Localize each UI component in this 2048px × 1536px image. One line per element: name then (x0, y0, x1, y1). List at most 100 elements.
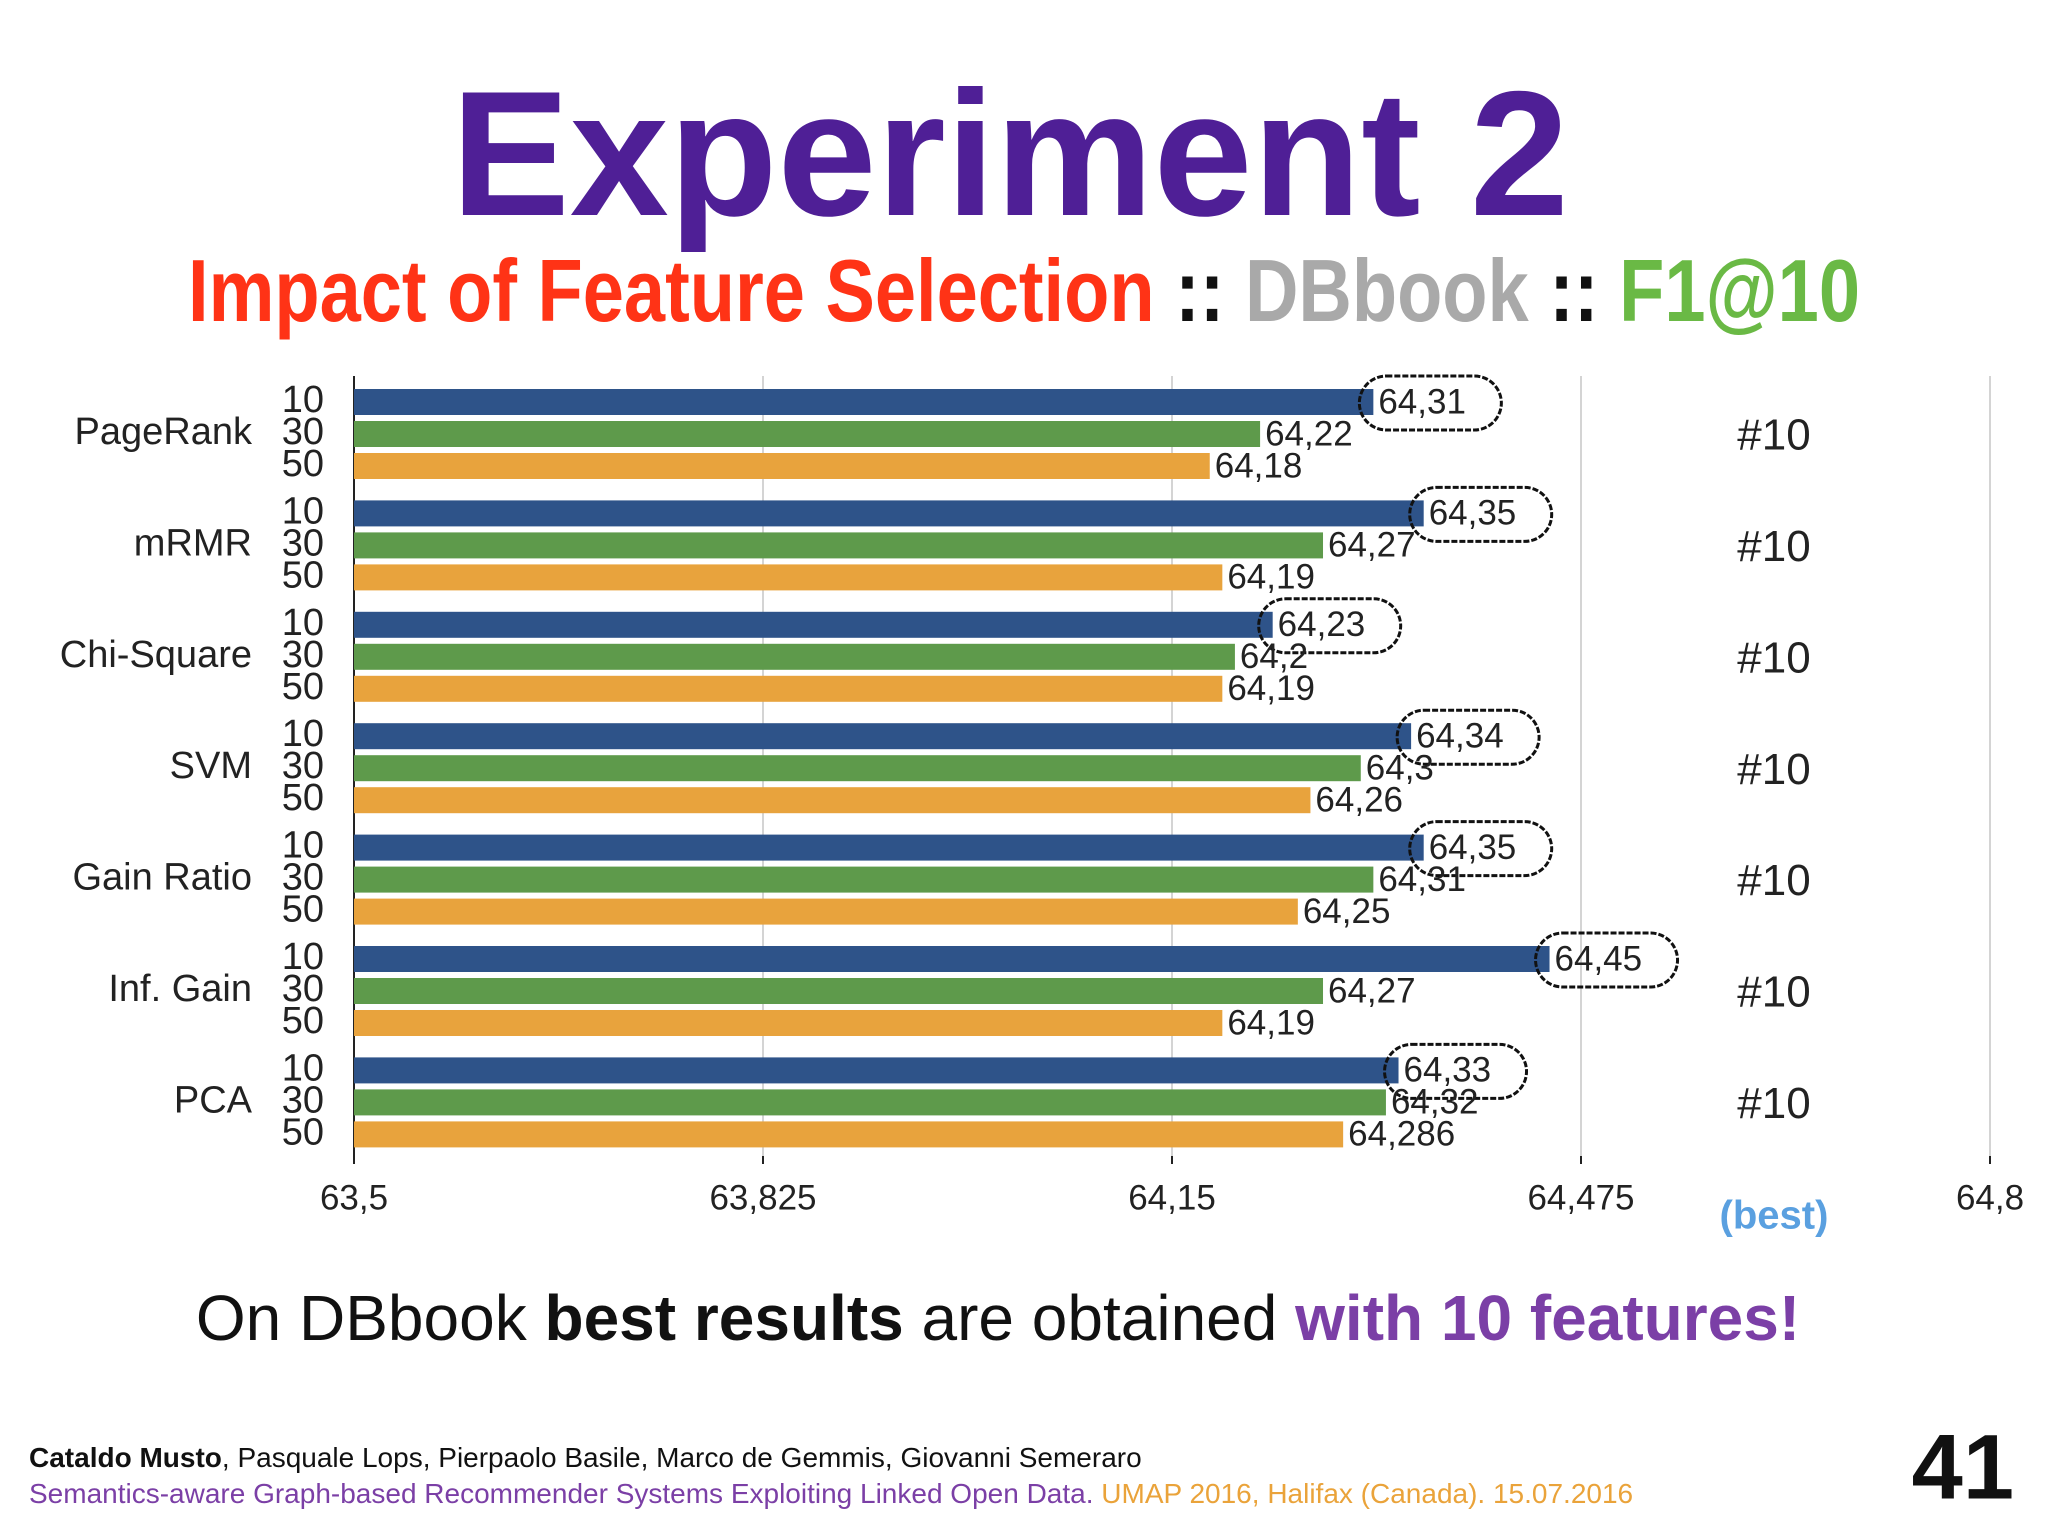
category-label: Gain Ratio (72, 857, 252, 899)
annotation: #10 (1737, 411, 1810, 460)
bar (354, 1089, 1386, 1116)
page-number: 41 (1912, 1416, 2014, 1518)
bar (354, 1057, 1399, 1084)
footer-other-authors: , Pasquale Lops, Pierpaolo Basile, Marco… (222, 1442, 1142, 1473)
highlight-ring (1395, 708, 1541, 766)
footer-reference: Semantics-aware Graph-based Recommender … (29, 1478, 1633, 1509)
x-tick-label: 63,825 (709, 1178, 816, 1217)
series-label: 50 (282, 554, 324, 596)
series-label: 30 (282, 1079, 324, 1121)
value-label: 64,34 (1416, 716, 1504, 755)
subtitle-dataset: DBbook (1245, 241, 1530, 340)
subtitle-separator: :: (1175, 241, 1224, 340)
series-label: 30 (282, 411, 324, 453)
value-label: 64,19 (1227, 558, 1315, 597)
annotation: #10 (1737, 745, 1810, 794)
series-label: 50 (282, 889, 324, 931)
category-label: PCA (174, 1079, 253, 1121)
x-tick-label: 64,475 (1527, 1178, 1634, 1217)
annotation: #10 (1737, 856, 1810, 905)
subtitle-topic: Impact of Feature Selection (188, 241, 1155, 340)
value-label: 64,19 (1227, 1003, 1315, 1042)
value-label: 64,35 (1429, 494, 1517, 533)
series-label: 30 (282, 968, 324, 1010)
bar (354, 643, 1235, 670)
x-tick-label: 63,5 (320, 1178, 388, 1217)
category-label: SVM (170, 745, 252, 787)
caption-middle: are obtained (922, 1282, 1278, 1354)
value-label: 64,45 (1555, 939, 1643, 978)
caption: On DBbook best results are obtained with… (196, 1282, 1800, 1354)
category-label: Chi-Square (60, 634, 252, 676)
category-label: mRMR (134, 522, 252, 564)
value-label: 64,2 (1240, 637, 1308, 676)
slide-title: Experiment 2 (451, 54, 1569, 253)
caption-lead: On DBbook (196, 1282, 528, 1354)
subtitle-metric: F1@10 (1619, 241, 1860, 340)
value-label: 64,3 (1366, 748, 1434, 787)
caption-strong: best results (544, 1282, 903, 1354)
bar (354, 834, 1424, 861)
bar (354, 978, 1324, 1004)
bar (354, 755, 1361, 782)
highlight-ring (1383, 1042, 1529, 1100)
series-label: 10 (282, 1047, 324, 1089)
bar (354, 787, 1311, 814)
category-label: PageRank (75, 411, 253, 453)
series-label: 10 (282, 379, 324, 421)
bar (354, 611, 1273, 638)
value-label: 64,31 (1378, 860, 1466, 899)
series-label: 30 (282, 522, 324, 564)
footer-authors: Cataldo Musto, Pasquale Lops, Pierpaolo … (29, 1442, 1142, 1473)
value-label: 64,22 (1265, 414, 1353, 453)
series-label: 10 (282, 490, 324, 532)
bar (354, 564, 1223, 591)
series-label: 50 (282, 443, 324, 485)
x-tick-label: 64,8 (1956, 1178, 2024, 1217)
annotation-caption: (best) (1720, 1194, 1829, 1238)
highlight-ring (1408, 820, 1554, 878)
series-label: 10 (282, 825, 324, 867)
annotation: #10 (1737, 633, 1810, 682)
subtitle-separator: :: (1549, 241, 1598, 340)
value-label: 64,19 (1227, 669, 1315, 708)
bar (354, 1010, 1223, 1036)
bar (354, 723, 1412, 750)
series-label: 50 (282, 1000, 324, 1042)
value-label: 64,32 (1391, 1083, 1479, 1122)
bar (354, 675, 1223, 702)
annotation: #10 (1737, 1079, 1810, 1128)
category-label: Inf. Gain (108, 968, 252, 1010)
footer-venue: UMAP 2016, Halifax (Canada). 15.07.2016 (1101, 1478, 1633, 1509)
annotation: #10 (1737, 968, 1810, 1017)
series-label: 10 (282, 936, 324, 978)
highlight-ring (1408, 485, 1554, 543)
footer-paper: Semantics-aware Graph-based Recommender … (29, 1478, 1094, 1509)
value-label: 64,33 (1404, 1051, 1492, 1090)
series-label: 50 (282, 777, 324, 819)
value-label: 64,27 (1328, 971, 1416, 1010)
bar (354, 453, 1210, 479)
subtitle: Impact of Feature Selection :: DBbook ::… (188, 241, 1860, 340)
series-label: 30 (282, 634, 324, 676)
x-tick-label: 64,15 (1128, 1178, 1216, 1217)
series-label: 30 (282, 745, 324, 787)
series-label: 50 (282, 1111, 324, 1153)
caption-highlight: with 10 features! (1294, 1282, 1800, 1354)
series-label: 10 (282, 713, 324, 755)
highlight-ring (1534, 931, 1680, 989)
value-label: 64,31 (1378, 382, 1466, 421)
bar (354, 421, 1261, 447)
bar (354, 500, 1424, 527)
value-label: 64,35 (1429, 828, 1517, 867)
annotation: #10 (1737, 522, 1810, 571)
bar (354, 389, 1374, 415)
value-label: 64,26 (1315, 780, 1403, 819)
footer-lead-author: Cataldo Musto (29, 1442, 222, 1473)
value-label: 64,25 (1303, 892, 1391, 931)
series-label: 50 (282, 666, 324, 708)
bar (354, 898, 1298, 925)
value-label: 64,27 (1328, 526, 1416, 565)
